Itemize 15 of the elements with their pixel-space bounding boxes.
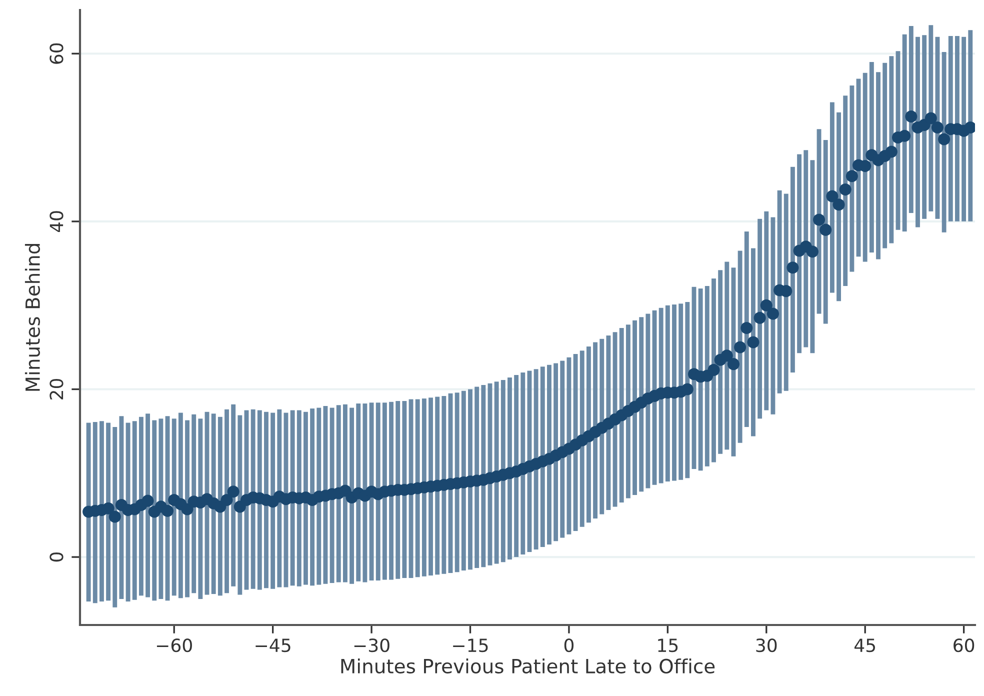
x-tick-label: 45 (854, 638, 876, 652)
y-tick-label: 0 (50, 552, 64, 562)
x-tick-label: −60 (156, 638, 192, 652)
y-axis-title: Minutes Behind (24, 244, 40, 391)
x-tick-label: −15 (453, 638, 488, 652)
x-tick-label: 0 (564, 638, 574, 652)
y-tick-label: 20 (50, 378, 64, 400)
x-tick-label: 30 (756, 638, 777, 652)
x-tick-label: 15 (658, 638, 678, 652)
x-tick-label: −45 (256, 638, 290, 652)
x-tick-label: 60 (954, 638, 974, 652)
x-tick-label: −30 (354, 638, 390, 652)
x-axis-title: Minutes Previous Patient Late to Office (341, 658, 715, 674)
y-tick-label: 40 (50, 211, 64, 232)
y-tick-label: 60 (50, 43, 64, 64)
